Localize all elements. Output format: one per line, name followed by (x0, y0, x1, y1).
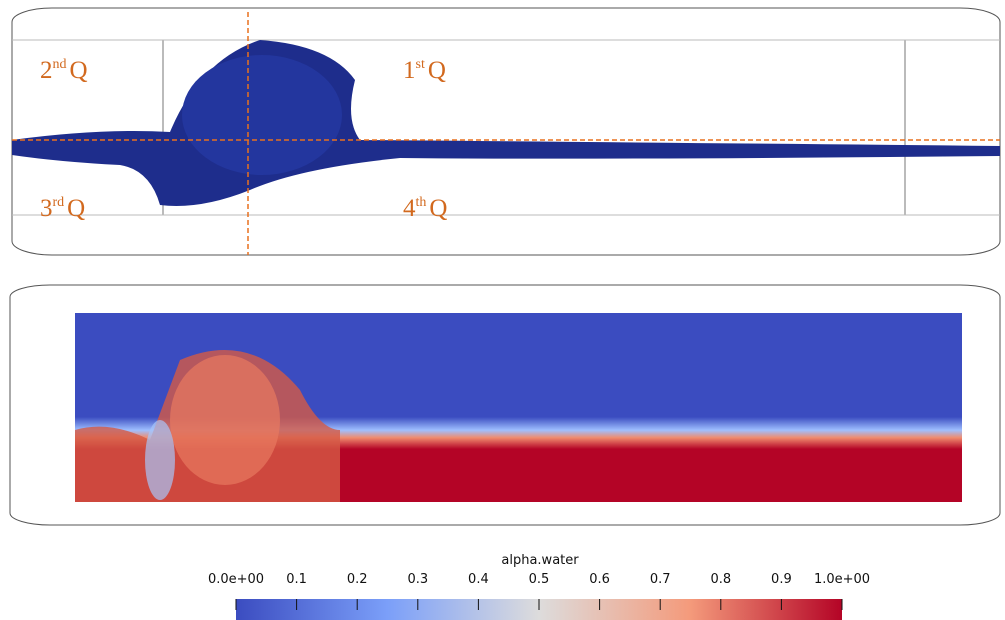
colorbar-tick-label: 0.8 (710, 572, 731, 587)
colorbar-tick-label: 0.7 (650, 572, 671, 587)
quadrant-letter: Q (67, 195, 85, 222)
colorbar-title: alpha.water (501, 553, 579, 568)
colorbar-tick-label: 0.6 (589, 572, 610, 587)
colorbar-tick-label: 1.0e+00 (814, 572, 870, 587)
quadrant-suffix: st (416, 57, 425, 72)
colorbar-tick-label: 0.1 (286, 572, 307, 587)
quadrant-letter: Q (428, 57, 446, 84)
quadrant-label: 2nd Q (40, 57, 88, 84)
quadrant-label: 3rd Q (40, 195, 85, 222)
top-panel (11, 7, 1001, 256)
bottom-panel (9, 284, 1001, 526)
colorbar-tick-label: 0.4 (468, 572, 489, 587)
quadrant-suffix: th (416, 195, 427, 210)
quadrant-label: 4th Q (403, 195, 447, 222)
colorbar-tick-label: 0.9 (771, 572, 792, 587)
colorbar-tick-label: 0.2 (347, 572, 368, 587)
quadrant-label: 1st Q (403, 57, 446, 84)
quadrant-letter: Q (429, 195, 447, 222)
colorbar-tick-label: 0.3 (407, 572, 428, 587)
splash (182, 55, 342, 175)
quadrant-suffix: rd (53, 195, 65, 210)
water-isosurface (12, 40, 1000, 206)
colorbar-tick-label: 0.5 (529, 572, 550, 587)
quadrant-number: 1 (403, 57, 416, 84)
quadrant-number: 3 (40, 195, 53, 222)
quadrant-suffix: nd (53, 57, 67, 72)
quadrant-letter: Q (70, 57, 88, 84)
quadrant-number: 4 (403, 195, 416, 222)
quadrant-number: 2 (40, 57, 53, 84)
colorbar-tick-label: 0.0e+00 (208, 572, 264, 587)
